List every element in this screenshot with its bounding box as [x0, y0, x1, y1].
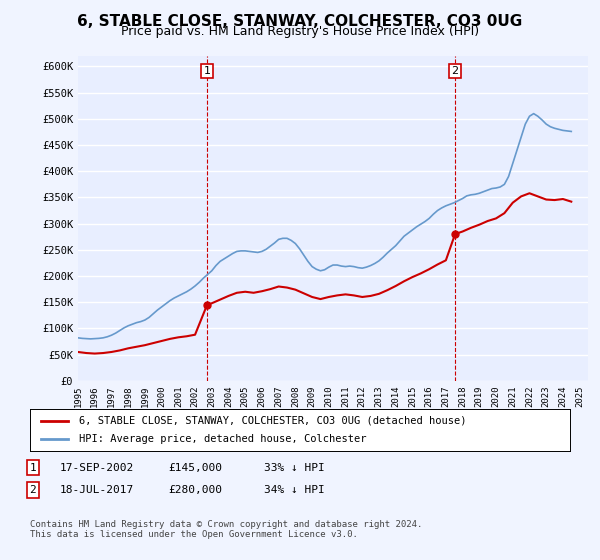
- Text: 1: 1: [203, 66, 211, 76]
- Text: 1: 1: [29, 463, 37, 473]
- Text: 17-SEP-2002: 17-SEP-2002: [60, 463, 134, 473]
- Text: 2: 2: [29, 485, 37, 495]
- Text: 6, STABLE CLOSE, STANWAY, COLCHESTER, CO3 0UG (detached house): 6, STABLE CLOSE, STANWAY, COLCHESTER, CO…: [79, 416, 466, 426]
- Text: Price paid vs. HM Land Registry's House Price Index (HPI): Price paid vs. HM Land Registry's House …: [121, 25, 479, 38]
- Text: 34% ↓ HPI: 34% ↓ HPI: [264, 485, 325, 495]
- Text: 6, STABLE CLOSE, STANWAY, COLCHESTER, CO3 0UG: 6, STABLE CLOSE, STANWAY, COLCHESTER, CO…: [77, 14, 523, 29]
- Text: £280,000: £280,000: [168, 485, 222, 495]
- Text: 18-JUL-2017: 18-JUL-2017: [60, 485, 134, 495]
- Text: £145,000: £145,000: [168, 463, 222, 473]
- Text: 33% ↓ HPI: 33% ↓ HPI: [264, 463, 325, 473]
- Text: HPI: Average price, detached house, Colchester: HPI: Average price, detached house, Colc…: [79, 434, 366, 444]
- Text: Contains HM Land Registry data © Crown copyright and database right 2024.
This d: Contains HM Land Registry data © Crown c…: [30, 520, 422, 539]
- Text: 2: 2: [452, 66, 458, 76]
